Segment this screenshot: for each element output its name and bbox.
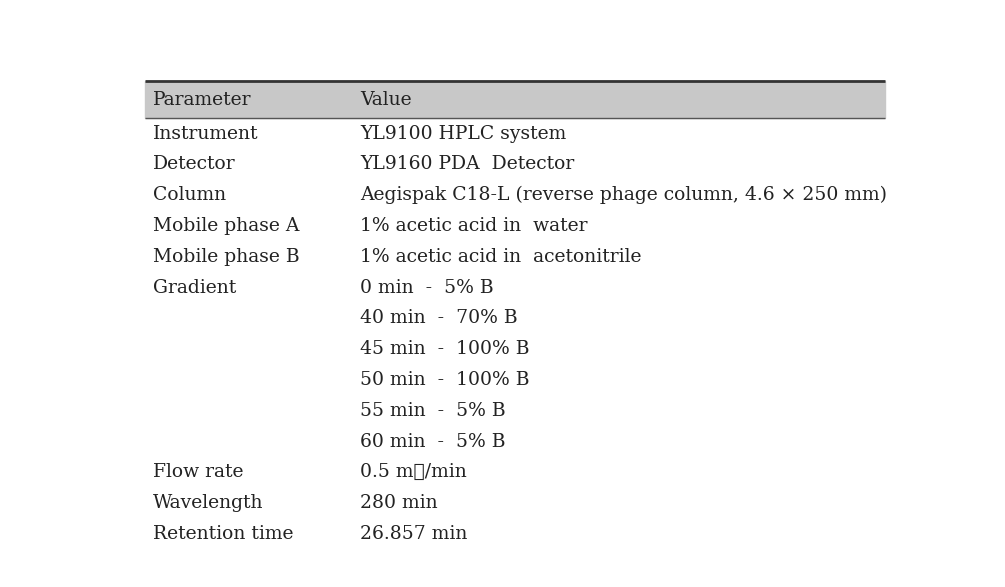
Text: 1% acetic acid in  acetonitrile: 1% acetic acid in acetonitrile (360, 248, 641, 266)
Text: 55 min  -  5% B: 55 min - 5% B (360, 402, 506, 420)
Text: Flow rate: Flow rate (153, 463, 243, 481)
Text: Parameter: Parameter (153, 91, 251, 109)
Text: 50 min  -  100% B: 50 min - 100% B (360, 371, 530, 389)
Text: YL9100 HPLC system: YL9100 HPLC system (360, 124, 566, 143)
Text: Wavelength: Wavelength (153, 494, 263, 512)
Text: Mobile phase A: Mobile phase A (153, 217, 299, 235)
Text: Mobile phase B: Mobile phase B (153, 248, 299, 266)
Bar (145, 81, 885, 118)
Text: 1% acetic acid in  water: 1% acetic acid in water (360, 217, 587, 235)
Text: Instrument: Instrument (153, 124, 258, 143)
Text: 26.857 min: 26.857 min (360, 525, 467, 543)
Text: YL9160 PDA  Detector: YL9160 PDA Detector (360, 156, 574, 173)
Text: Detector: Detector (153, 156, 235, 173)
Text: 0 min  -  5% B: 0 min - 5% B (360, 279, 493, 296)
Text: 280 min: 280 min (360, 494, 437, 512)
Text: Retention time: Retention time (153, 525, 293, 543)
Text: Value: Value (360, 91, 411, 109)
Text: 0.5 mℓ/min: 0.5 mℓ/min (360, 463, 466, 481)
Text: 60 min  -  5% B: 60 min - 5% B (360, 433, 506, 451)
Text: Gradient: Gradient (153, 279, 236, 296)
Text: Aegispak C18-L (reverse phage column, 4.6 × 250 mm): Aegispak C18-L (reverse phage column, 4.… (360, 186, 886, 204)
Text: 40 min  -  70% B: 40 min - 70% B (360, 309, 518, 328)
Text: 45 min  -  100% B: 45 min - 100% B (360, 340, 530, 358)
Text: Column: Column (153, 186, 226, 204)
